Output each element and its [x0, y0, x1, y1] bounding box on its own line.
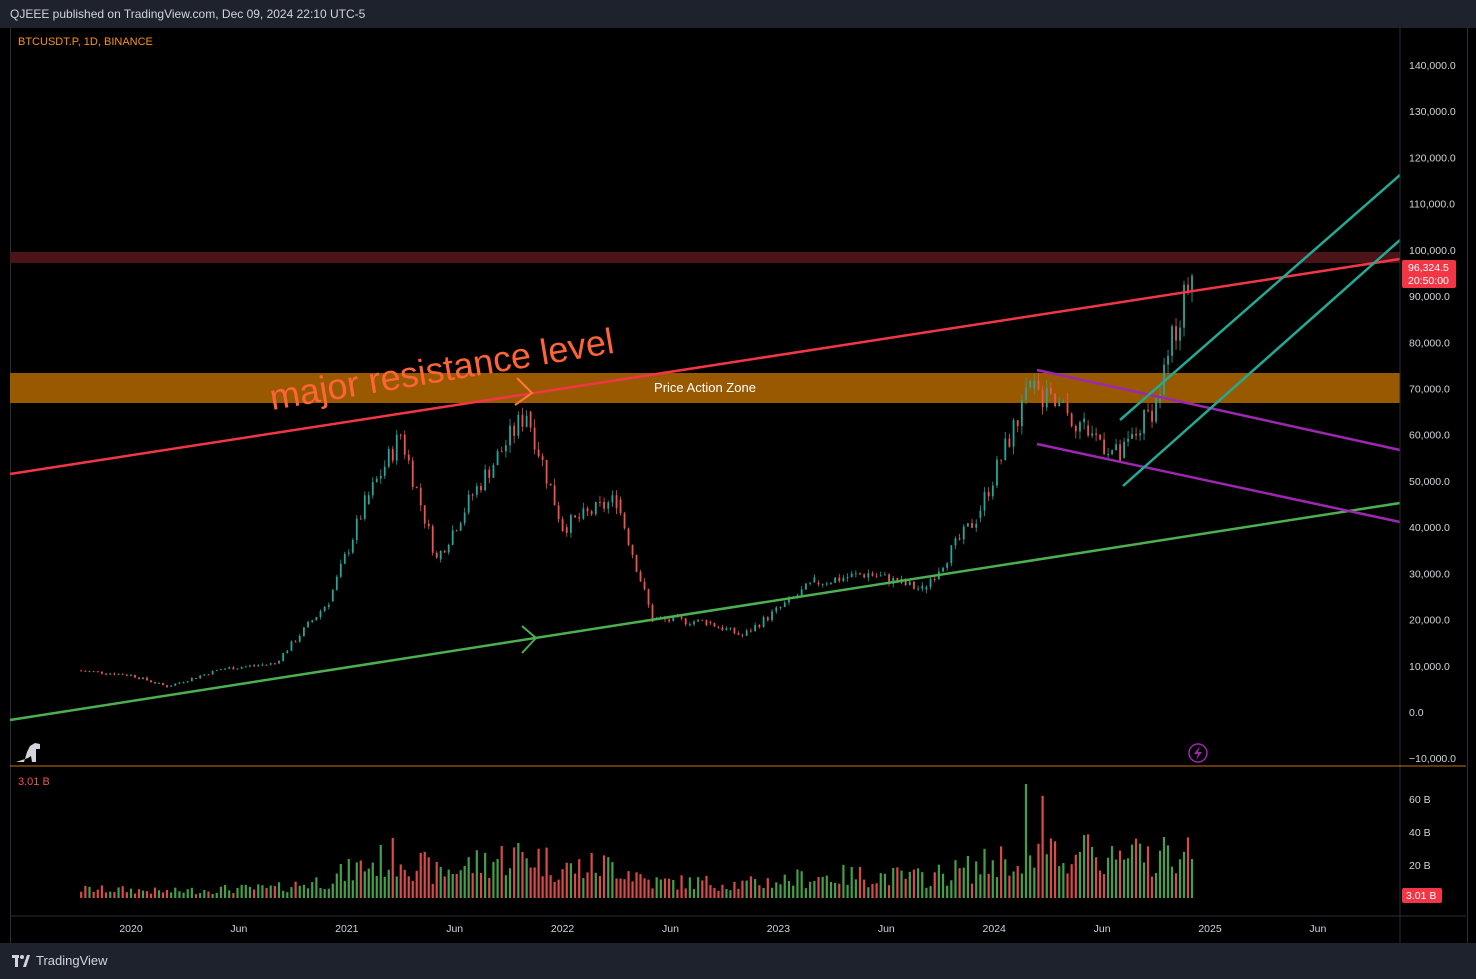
footer-bar: TradingView — [0, 943, 1476, 979]
publish-info: QJEEE published on TradingView.com, Dec … — [10, 7, 366, 21]
symbol-label[interactable]: BTCUSDT.P, 1D, BINANCE — [18, 36, 153, 48]
brand-label: TradingView — [36, 953, 108, 968]
publish-bar: QJEEE published on TradingView.com, Dec … — [0, 0, 1476, 28]
tradingview-icon — [12, 954, 30, 967]
tradingview-logo[interactable]: TradingView — [12, 953, 108, 968]
chart-frame[interactable] — [10, 28, 1468, 943]
volume-header-label: 3.01 B — [18, 776, 50, 788]
